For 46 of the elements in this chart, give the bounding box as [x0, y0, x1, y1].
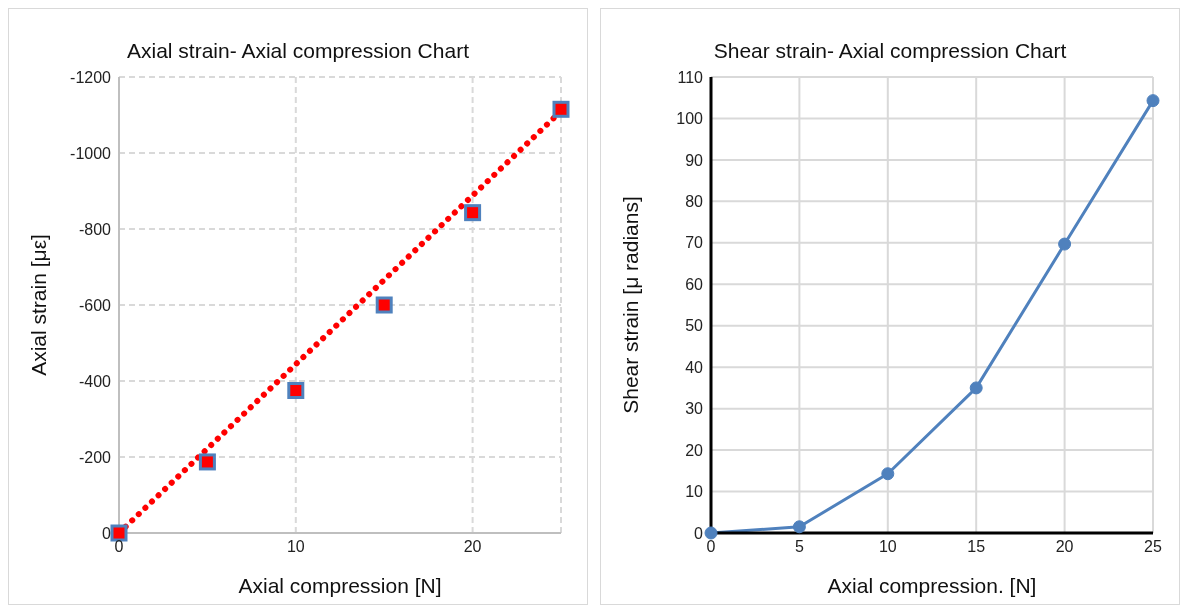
point — [375, 296, 393, 314]
y-tick-label: 70 — [685, 234, 704, 252]
point — [464, 204, 482, 222]
y-tick-label: 40 — [685, 358, 704, 376]
point — [198, 453, 216, 471]
y-tick-label: 100 — [676, 110, 704, 128]
y-tick-label: 80 — [685, 193, 704, 211]
y-tick-label: 50 — [685, 317, 704, 335]
x-tick-label: 25 — [1144, 538, 1162, 556]
y-tick-label: 10 — [685, 483, 704, 501]
point — [1058, 237, 1072, 251]
x-tick-label: 20 — [1055, 538, 1074, 556]
y-axis-title: Axial strain [με] — [27, 234, 51, 376]
y-tick-label: -400 — [78, 372, 112, 390]
y-tick-label: 0 — [102, 524, 112, 542]
point — [552, 100, 570, 118]
y-tick-label: 90 — [685, 151, 704, 169]
point — [110, 524, 128, 542]
x-tick-label: 10 — [286, 538, 305, 556]
y-tick-label: 110 — [677, 68, 704, 86]
y-tick-label: 60 — [685, 275, 704, 293]
y-tick-label: 30 — [685, 400, 704, 418]
y-tick-label: -1200 — [70, 68, 112, 86]
y-axis-title: Shear strain [μ radians] — [619, 196, 643, 414]
y-tick-label: -800 — [78, 220, 112, 238]
chart-title: Axial strain- Axial compression Chart — [126, 39, 470, 63]
point — [1146, 94, 1160, 108]
x-tick-label: 15 — [967, 538, 986, 556]
x-axis-title: Axial compression. [N] — [827, 574, 1037, 597]
x-tick-label: 5 — [794, 538, 804, 556]
y-tick-label: -1000 — [70, 144, 112, 162]
x-tick-label: 10 — [878, 538, 897, 556]
point — [969, 381, 983, 395]
y-tick-label: -600 — [78, 296, 112, 314]
x-axis-title: Axial compression [N] — [238, 574, 442, 597]
x-tick-label: 0 — [114, 538, 124, 556]
chart-title: Shear strain- Axial compression Chart — [712, 39, 1068, 63]
point — [287, 382, 305, 399]
point — [792, 520, 806, 534]
y-tick-label: 20 — [685, 441, 704, 459]
x-tick-label: 0 — [706, 538, 716, 556]
point — [704, 526, 718, 540]
point — [881, 467, 895, 481]
y-tick-label: 0 — [694, 524, 704, 542]
x-tick-label: 20 — [463, 538, 482, 556]
y-tick-label: -200 — [78, 448, 112, 466]
